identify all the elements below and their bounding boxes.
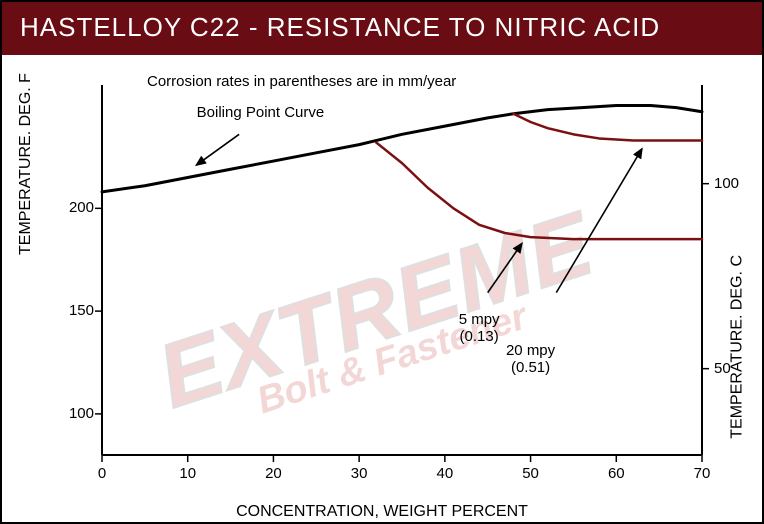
chart-title: HASTELLOY C22 - RESISTANCE TO NITRIC ACI… <box>20 12 660 42</box>
y-right-axis-title: TEMPERATURE. DEG. C <box>729 255 747 439</box>
x-tick-label: 50 <box>522 465 539 482</box>
y-left-tick-label: 200 <box>60 199 94 216</box>
y-left-axis-title: TEMPERATURE. DEG. F <box>17 73 35 255</box>
x-tick-label: 20 <box>265 465 282 482</box>
x-tick-label: 10 <box>179 465 196 482</box>
figure-frame: HASTELLOY C22 - RESISTANCE TO NITRIC ACI… <box>0 0 764 524</box>
x-tick-label: 60 <box>608 465 625 482</box>
mpy20-label: 20 mpy(0.51) <box>506 342 555 377</box>
y-left-tick-label: 150 <box>60 302 94 319</box>
x-tick-label: 40 <box>437 465 454 482</box>
mpy5-label: 5 mpy(0.13) <box>459 311 500 346</box>
y-right-tick-label: 50 <box>714 360 731 377</box>
x-tick-label: 0 <box>98 465 106 482</box>
x-tick-label: 70 <box>694 465 711 482</box>
title-bar: HASTELLOY C22 - RESISTANCE TO NITRIC ACI… <box>2 2 762 55</box>
boiling-curve-label: Boiling Point Curve <box>197 104 325 121</box>
y-left-tick-label: 100 <box>60 405 94 422</box>
parenthetical-note: Corrosion rates in parentheses are in mm… <box>147 73 456 90</box>
chart-svg <box>2 55 762 524</box>
y-right-tick-label: 100 <box>714 175 739 192</box>
chart-area: EXTREME Bolt & Fastener TEMPERATURE. DEG… <box>2 55 762 524</box>
x-axis-title: CONCENTRATION, WEIGHT PERCENT <box>236 503 528 521</box>
x-tick-label: 30 <box>351 465 368 482</box>
